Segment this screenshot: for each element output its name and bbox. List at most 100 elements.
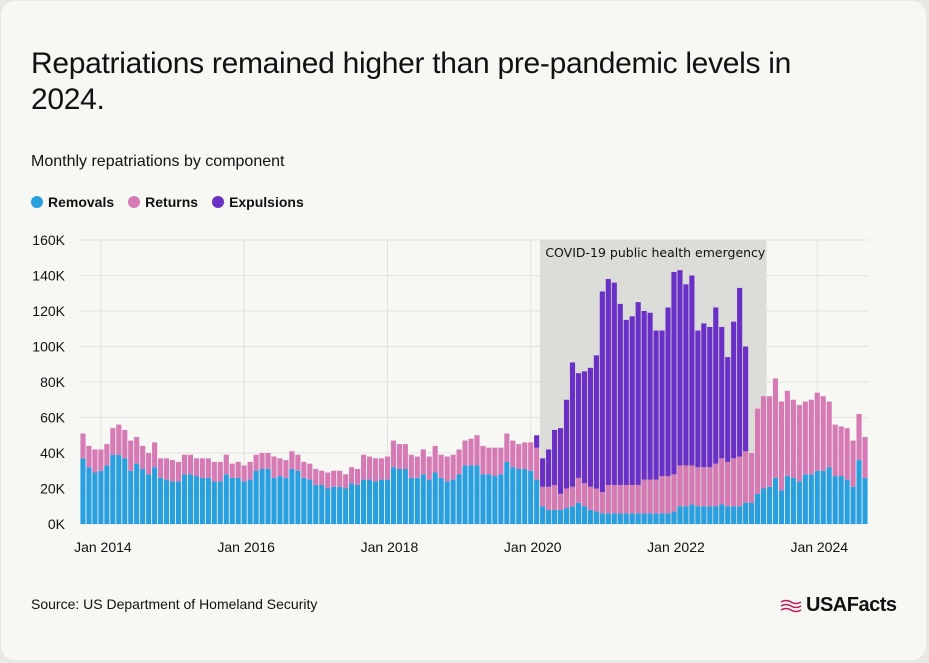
bar-removals (552, 509, 558, 524)
bar-expulsions (617, 303, 623, 485)
bar-removals (504, 461, 510, 524)
x-tick-label: Jan 2022 (647, 539, 705, 555)
bar-removals (593, 511, 599, 524)
bar-removals (128, 470, 134, 524)
bar-removals (360, 479, 367, 524)
bar-returns (199, 458, 205, 478)
bar-expulsions (599, 291, 605, 493)
bar-removals (301, 477, 307, 524)
bar-removals (695, 506, 701, 524)
bar-removals (235, 477, 241, 524)
bar-removals (641, 513, 647, 524)
bar-removals (623, 513, 629, 524)
bar-removals (110, 454, 116, 524)
bar-returns (659, 476, 665, 514)
bar-expulsions (593, 355, 599, 489)
bar-removals (844, 479, 850, 524)
bar-expulsions (635, 302, 641, 485)
bar-returns (826, 401, 832, 468)
bar-expulsions (581, 371, 588, 484)
y-tick-label: 80K (40, 374, 66, 390)
bar-expulsions (575, 373, 582, 478)
bar-removals (790, 477, 796, 524)
bar-returns (504, 433, 510, 462)
bar-removals (158, 477, 164, 524)
bar-removals (796, 481, 802, 524)
bar-returns (474, 435, 480, 466)
bar-removals (820, 470, 826, 524)
bar-returns (546, 486, 552, 510)
bar-removals (838, 476, 844, 524)
bar-removals (665, 513, 671, 524)
bar-returns (438, 454, 444, 478)
bar-returns (838, 426, 844, 477)
bar-expulsions (557, 428, 564, 494)
bar-removals (92, 472, 98, 524)
bar-removals (116, 454, 122, 524)
bar-removals (349, 483, 355, 524)
bar-returns (163, 458, 170, 480)
flag-icon (780, 599, 802, 612)
bar-removals (163, 479, 170, 524)
bar-removals (856, 460, 862, 524)
bar-returns (510, 440, 516, 468)
bar-expulsions (552, 429, 558, 485)
bar-returns (790, 399, 796, 478)
bar-removals (193, 476, 199, 524)
bar-returns (796, 405, 802, 482)
bar-removals (432, 472, 438, 524)
bar-returns (355, 468, 361, 485)
bar-expulsions (569, 362, 576, 487)
bar-removals (420, 474, 426, 524)
chart-title: Repatriations remained higher than pre-p… (31, 47, 792, 116)
bar-removals (343, 488, 349, 524)
bar-removals (719, 504, 725, 524)
bar-returns (158, 458, 164, 478)
legend-item-expulsions: Expulsions (212, 194, 304, 210)
bar-removals (659, 513, 665, 524)
bar-returns (814, 392, 820, 471)
bar-removals (325, 488, 331, 524)
bar-returns (253, 454, 259, 471)
bar-returns (689, 465, 695, 505)
bar-returns (450, 454, 456, 480)
bar-returns (86, 445, 92, 468)
bar-removals (749, 502, 755, 524)
bar-returns (378, 458, 385, 480)
bar-removals (814, 470, 820, 524)
bar-returns (420, 449, 426, 475)
bar-expulsions (611, 282, 617, 485)
y-tick-label: 140K (32, 268, 65, 284)
bar-expulsions (683, 284, 689, 466)
bar-returns (289, 451, 295, 469)
bar-removals (617, 513, 623, 524)
bar-returns (319, 470, 325, 485)
bar-removals (247, 479, 253, 524)
bar-removals (331, 486, 337, 524)
bar-removals (372, 481, 379, 524)
bar-expulsions (689, 275, 695, 466)
bar-returns (808, 399, 814, 475)
bar-returns (713, 463, 719, 507)
bar-returns (98, 449, 104, 471)
bar-removals (850, 486, 856, 524)
bar-removals (534, 479, 540, 524)
bar-returns (140, 445, 146, 469)
bar-removals (832, 476, 838, 524)
bar-returns (498, 447, 504, 475)
bar-returns (552, 484, 558, 510)
returns-swatch (128, 196, 141, 208)
bar-returns (653, 479, 659, 514)
bar-removals (557, 509, 564, 524)
bar-returns (671, 474, 677, 512)
y-tick-label: 100K (32, 339, 65, 355)
bar-returns (707, 467, 713, 507)
legend: Removals Returns Expulsions (31, 194, 304, 210)
bar-removals (175, 481, 182, 524)
bar-returns (677, 465, 683, 507)
x-tick-label: Jan 2016 (217, 539, 275, 555)
bar-removals (307, 479, 313, 524)
legend-label-expulsions: Expulsions (229, 194, 304, 210)
bar-returns (528, 442, 534, 471)
